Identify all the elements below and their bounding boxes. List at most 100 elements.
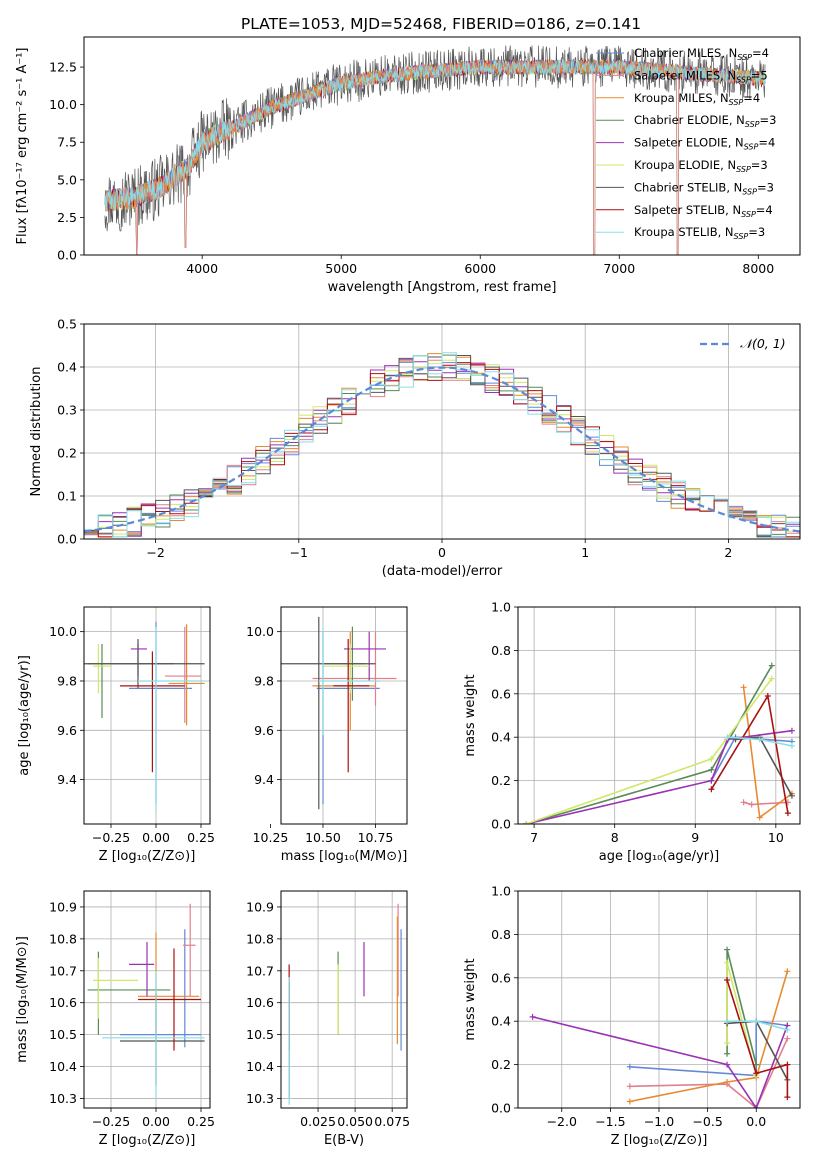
x-tick-label: −2.0 xyxy=(547,1114,577,1129)
x-axis-label: Z [log₁₀(Z/Z⊙)] xyxy=(611,1133,708,1148)
y-tick-label: 0.0 xyxy=(491,1101,511,1116)
weight-marker-s_miles xyxy=(784,1035,791,1042)
weight-marker-k_stelib xyxy=(784,1026,791,1033)
weight-vs-age-axes: 7 8 9 10 0.0 0.2 0.4 0.6 0.8 1.0 age [log₁₀(age/yr… xyxy=(463,600,801,864)
weight-vs-metallicity-axes: −2.0 −1.5 −1.0 −0.5 0.0 0.0 0.2 0.4 0.6 0.8 1.0 Z [… xyxy=(463,884,801,1148)
legend-label-k_miles: Kroupa MILES, NSSP=4 xyxy=(634,91,760,107)
x-tick-label: 0.075 xyxy=(374,1114,410,1129)
x-tick-label: −1.5 xyxy=(595,1114,625,1129)
y-tick-label: 10.9 xyxy=(49,899,77,914)
weight-marker-k_stelib xyxy=(756,736,763,743)
legend-label-s_miles: Salpeter MILES, NSSP=5 xyxy=(634,68,768,84)
weight-marker-c_elodie xyxy=(724,1050,731,1057)
weight-marker-c_elodie xyxy=(708,766,715,773)
y-tick-label: 10.4 xyxy=(49,1059,77,1074)
weight-marker-k_elodie xyxy=(768,675,775,682)
y-tick-label: 0.6 xyxy=(491,970,511,985)
weight-marker-s_stelib xyxy=(724,976,731,983)
x-tick-label: 0.00 xyxy=(142,830,170,845)
y-tick-label: 10.0 xyxy=(246,624,274,639)
weight-marker-s_stelib xyxy=(753,1070,760,1077)
x-tick-label: 10.75 xyxy=(358,830,394,845)
x-tick-label: 9 xyxy=(691,830,699,845)
y-tick-label: 1.0 xyxy=(491,600,511,615)
histogram-series-k_stelib xyxy=(84,352,800,538)
legend-label-sub: SSP xyxy=(734,232,749,241)
y-tick-label: 0.4 xyxy=(491,1014,511,1029)
weight-marker-c_elodie xyxy=(724,946,731,953)
axes-frame xyxy=(517,606,801,825)
legend-label-main: Salpeter ELODIE, N xyxy=(634,136,744,150)
weight-marker-c_miles xyxy=(626,1063,633,1070)
x-axis-label: Z [log₁₀(Z/Z⊙)] xyxy=(99,849,196,864)
weight-marker-k_miles xyxy=(740,684,747,691)
y-tick-label: 10.0 xyxy=(49,97,77,112)
y-tick-label: 10.3 xyxy=(246,1091,274,1106)
x-tick-label: 0.25 xyxy=(187,1114,215,1129)
legend-label-main: Salpeter STELIB, N xyxy=(634,203,741,217)
weight-line-k_miles xyxy=(629,971,789,1103)
legend-label-sub: SSP xyxy=(741,210,756,219)
x-tick-label: −0.25 xyxy=(92,830,130,845)
legend-label-s_elodie: Salpeter ELODIE, NSSP=4 xyxy=(634,136,775,152)
y-tick-label: 0.4 xyxy=(491,730,511,745)
x-tick-label: 0.00 xyxy=(142,1114,170,1129)
weight-marker-s_elodie xyxy=(708,777,715,784)
age-vs-mass-axes: 10.25 10.50 10.75 9.4 9.6 9.8 10.0 mass [log₁₀(… xyxy=(246,606,408,864)
legend-label-main: Kroupa MILES, N xyxy=(634,91,729,105)
y-tick-label: 0.3 xyxy=(57,403,77,418)
legend-label-sub: SSP xyxy=(744,143,759,152)
y-tick-label: 0.0 xyxy=(57,532,77,547)
y-tick-label: 0.2 xyxy=(491,1057,511,1072)
y-tick-label: 0.6 xyxy=(491,686,511,701)
weight-marker-s_elodie xyxy=(788,727,795,734)
x-tick-label: −0.5 xyxy=(692,1114,722,1129)
weight-line-s_stelib xyxy=(710,693,789,814)
x-tick-label: 7 xyxy=(530,830,538,845)
x-tick-label: 0.025 xyxy=(300,1114,336,1129)
legend-label-tail: =4 xyxy=(752,46,769,60)
axes-frame xyxy=(83,323,801,540)
x-tick-label: 1 xyxy=(581,545,589,560)
x-axis-label: E(B-V) xyxy=(324,1133,364,1148)
weight-marker-s_miles xyxy=(748,801,755,808)
weight-marker-k_elodie xyxy=(724,1039,731,1046)
x-axis-label: (data-model)/error xyxy=(382,564,503,579)
weight-marker-s_elodie xyxy=(724,1061,731,1068)
legend-label-main: Chabrier STELIB, N xyxy=(634,180,742,194)
y-tick-label: 0.2 xyxy=(57,446,77,461)
x-tick-label: 8 xyxy=(611,830,619,845)
legend-label-main: Kroupa ELODIE, N xyxy=(634,158,736,172)
weight-marker-c_elodie xyxy=(768,662,775,669)
error-bar-group xyxy=(281,616,397,810)
x-tick-label: 4000 xyxy=(186,261,218,276)
legend-label-k_stelib: Kroupa STELIB, NSSP=3 xyxy=(634,225,765,241)
mass-vs-metallicity-axes: −0.25 0.00 0.25 10.3 10.4 10.5 10.6 10.7 10.8 10.… xyxy=(15,890,215,1148)
legend-label-s_stelib: Salpeter STELIB, NSSP=4 xyxy=(634,203,773,219)
x-tick-label: 0.25 xyxy=(187,830,215,845)
y-tick-label: 0.1 xyxy=(57,489,77,504)
legend-label-tail: =3 xyxy=(757,180,774,194)
y-tick-label: 0.4 xyxy=(57,360,77,375)
weight-marker-k_miles xyxy=(626,1098,633,1105)
y-tick-label: 7.5 xyxy=(57,135,77,150)
legend-label-sub: SSP xyxy=(737,53,752,62)
y-axis-label: mass weight xyxy=(463,674,478,756)
weight-line-s_stelib xyxy=(726,979,789,1098)
x-tick-label: −2 xyxy=(146,545,164,560)
weight-marker-c_stelib xyxy=(788,792,795,799)
series-group xyxy=(529,946,791,1108)
axes-frame xyxy=(83,36,801,256)
axes-frame xyxy=(83,890,211,1109)
x-tick-label: 10 xyxy=(768,830,784,845)
y-tick-label: 9.8 xyxy=(254,673,274,688)
x-tick-label: 8000 xyxy=(742,261,774,276)
legend-label-main: Chabrier ELODIE, N xyxy=(634,113,745,127)
legend-label-sub: SSP xyxy=(745,120,760,129)
legend-label-c_stelib: Chabrier STELIB, NSSP=3 xyxy=(634,180,774,196)
figure-title: PLATE=1053, MJD=52468, FIBERID=0186, z=0… xyxy=(241,15,641,33)
y-tick-label: 10.5 xyxy=(49,1027,77,1042)
gaussian-curve xyxy=(83,366,801,533)
weight-marker-s_miles xyxy=(626,1083,633,1090)
x-tick-label: −1 xyxy=(290,545,308,560)
